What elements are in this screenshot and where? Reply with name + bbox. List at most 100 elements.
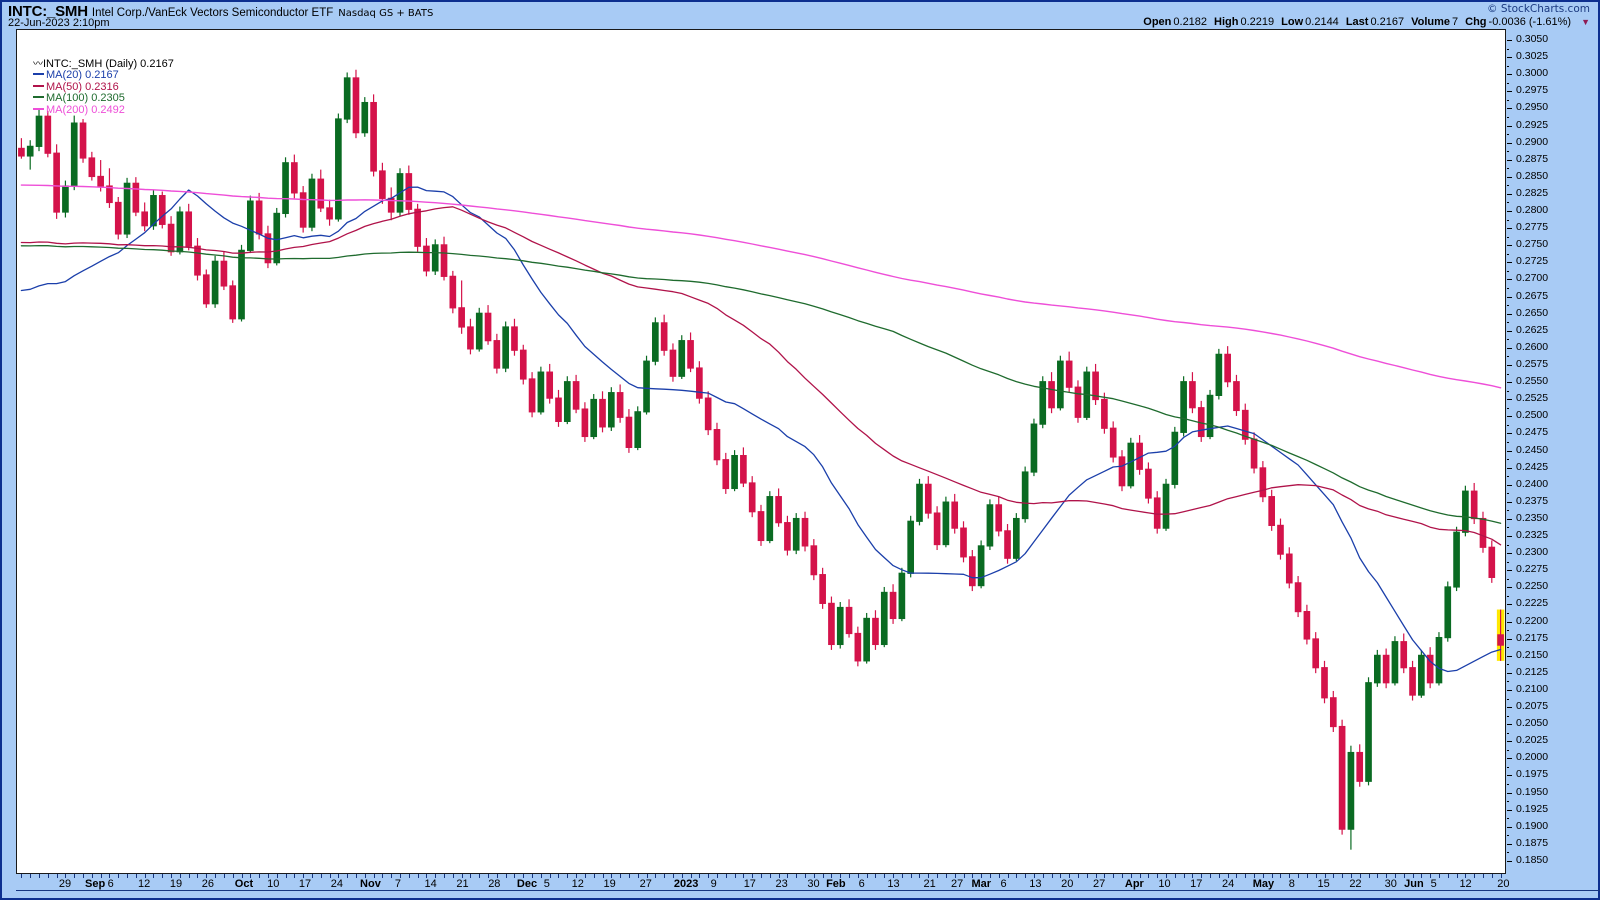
candlestick [1197, 400, 1205, 442]
date-tick-label: 21 [456, 878, 469, 890]
price-tick [1507, 518, 1512, 520]
date-tick [1192, 874, 1194, 878]
price-tick [1507, 450, 1512, 452]
date-tick [1157, 874, 1159, 878]
date-tick [135, 874, 137, 878]
date-tick [1386, 874, 1388, 878]
date-tick [241, 874, 243, 878]
candlestick [88, 151, 96, 181]
date-axis[interactable]: 29 Sep 6 12 19 26 Oct 10 17 24 Nov 7 14 21 28 Dec 5 12 19 2… [16, 874, 1600, 900]
date-tick-label: 17 [298, 878, 312, 890]
candlestick [1171, 426, 1179, 489]
date-tick [813, 874, 815, 878]
date-tick [725, 874, 727, 878]
price-tick-label: 0.2575 [1516, 357, 1549, 370]
date-tick [910, 874, 912, 878]
date-tick-label: Oct [234, 878, 254, 890]
date-tick [514, 874, 516, 878]
price-minor-tick [1507, 852, 1509, 854]
candlestick [502, 321, 509, 373]
candlestick [1013, 513, 1020, 561]
chart-title-line: INTC:_SMH Intel Corp./VanEck Vectors Semi… [8, 3, 433, 21]
price-tick [1507, 604, 1512, 606]
candlestick [1224, 346, 1231, 388]
date-tick [505, 874, 507, 878]
price-tick [1507, 382, 1512, 384]
date-tick [470, 874, 472, 878]
last-label: Last [1345, 16, 1369, 28]
price-tick [1507, 843, 1512, 845]
date-tick [1350, 874, 1352, 878]
date-tick [787, 874, 789, 878]
date-tick-label: 23 [775, 878, 788, 890]
date-tick [963, 874, 965, 878]
price-tick-label: 0.2400 [1516, 477, 1549, 490]
price-minor-tick [1507, 116, 1509, 118]
price-tick-label: 0.3000 [1516, 67, 1549, 80]
price-tick [1507, 707, 1512, 709]
candlestick [1162, 478, 1170, 531]
candlestick [819, 567, 826, 609]
price-tick [1507, 433, 1512, 435]
date-tick [1077, 874, 1079, 878]
candlestick [563, 376, 571, 425]
date-tick [206, 874, 208, 878]
date-tick [752, 874, 754, 878]
candlestick [1109, 421, 1117, 463]
date-tick [1271, 874, 1273, 878]
date-tick [1359, 874, 1361, 878]
price-tick-label: 0.2100 [1516, 682, 1549, 695]
date-tick [1121, 874, 1123, 878]
price-tick [1507, 655, 1512, 657]
price-tick [1507, 570, 1512, 572]
down-arrow-icon[interactable]: ▼ [1581, 17, 1590, 27]
symbol-ticker[interactable]: INTC:_SMH [8, 3, 88, 20]
price-tick [1507, 553, 1512, 555]
candlestick [757, 504, 765, 546]
price-tick-label: 0.2550 [1516, 375, 1549, 388]
date-tick [118, 874, 120, 878]
price-tick [1507, 74, 1512, 76]
price-tick-label: 0.2425 [1516, 460, 1549, 473]
date-tick-label: 17 [743, 878, 756, 890]
candlestick [1347, 745, 1355, 850]
date-tick [893, 874, 895, 878]
price-minor-tick [1507, 527, 1509, 529]
last-value: 0.2167 [1370, 16, 1405, 28]
date-tick-label: 21 [923, 878, 936, 890]
price-plot-area[interactable]: 〰INTC:_SMH (Daily) 0.2167 MA(20) 0.2167 … [16, 29, 1506, 874]
date-tick-label: 5 [1430, 878, 1437, 890]
candlestick [1444, 581, 1452, 642]
price-tick [1507, 91, 1512, 93]
date-tick [1095, 874, 1097, 878]
price-tick [1507, 142, 1512, 144]
date-tick [1148, 874, 1150, 878]
price-tick [1507, 125, 1512, 127]
date-tick [549, 874, 551, 878]
price-axis[interactable]: 0.3050 0.3025 0.3000 0.2975 0.2950 0.2925 0.29… [1507, 29, 1600, 874]
candlestick [35, 108, 43, 152]
price-tick-label: 0.2450 [1516, 443, 1549, 456]
candlestick [1030, 418, 1038, 477]
date-tick [1069, 874, 1071, 878]
candlestick [572, 374, 580, 414]
candlestick [528, 372, 536, 418]
date-tick [1210, 874, 1212, 878]
date-tick [1447, 874, 1449, 878]
date-tick-label: 6 [107, 878, 114, 890]
candlestick [678, 335, 686, 379]
price-tick [1507, 228, 1512, 230]
price-tick [1507, 758, 1512, 760]
candlestick [449, 270, 457, 314]
candlestick [1426, 647, 1434, 689]
price-minor-tick [1507, 202, 1509, 204]
date-tick [743, 874, 745, 878]
candlestick [475, 307, 483, 352]
legend-row-price: 〰INTC:_SMH (Daily) 0.2167 [33, 58, 174, 70]
date-tick [637, 874, 639, 878]
candlestick [352, 69, 360, 139]
date-tick [584, 874, 586, 878]
candlestick [282, 157, 289, 218]
candlestick [1268, 489, 1276, 531]
date-tick [109, 874, 111, 878]
